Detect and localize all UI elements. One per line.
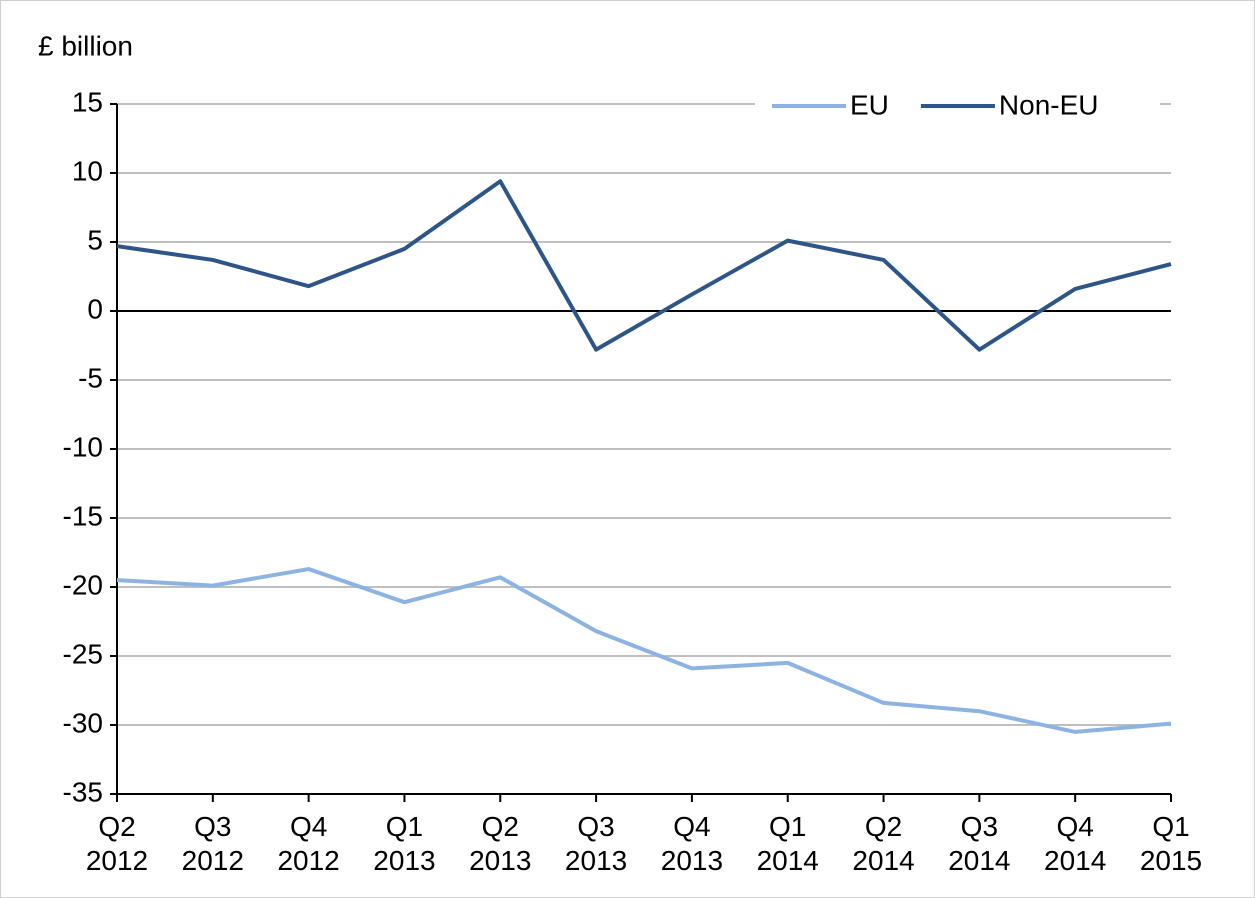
y-tick-label: 15: [72, 86, 103, 117]
series-line: [116, 179, 1172, 352]
x-tick-label: Q4 2013: [660, 811, 724, 876]
y-tick-label: 0: [87, 293, 103, 324]
x-tick-label: Q4 2012: [277, 811, 340, 876]
x-tick-label: Q1 2015: [1139, 811, 1203, 876]
y-tick-label: -25: [63, 638, 103, 669]
x-tick-label: Q3 2014: [948, 811, 1011, 876]
y-tick-label: -20: [63, 569, 103, 600]
x-tick-label: Q3 2012: [181, 811, 244, 876]
x-tick-label: Q2 2014: [852, 811, 915, 876]
y-tick-label: -30: [63, 707, 103, 738]
x-tick-label: Q2 2013: [469, 811, 532, 876]
y-tick-label: -5: [78, 362, 103, 393]
x-tick-label: Q3 2013: [564, 811, 628, 876]
y-tick-label: -35: [63, 776, 103, 807]
legend-label: EU: [850, 89, 889, 120]
y-tick-label: 5: [87, 224, 103, 255]
y-tick-label: -10: [63, 431, 103, 462]
x-tick-label: Q4 2014: [1044, 811, 1107, 876]
series-line: [116, 567, 1172, 734]
legend-label: Non-EU: [999, 89, 1099, 120]
x-tick-label: Q1 2014: [756, 811, 819, 876]
y-axis-label: £ billion: [38, 30, 133, 61]
y-tick-label: 10: [72, 155, 103, 186]
x-tick-label: Q1 2013: [373, 811, 436, 876]
x-tick-label: Q2 2012: [85, 811, 149, 876]
y-tick-label: -15: [63, 500, 103, 531]
